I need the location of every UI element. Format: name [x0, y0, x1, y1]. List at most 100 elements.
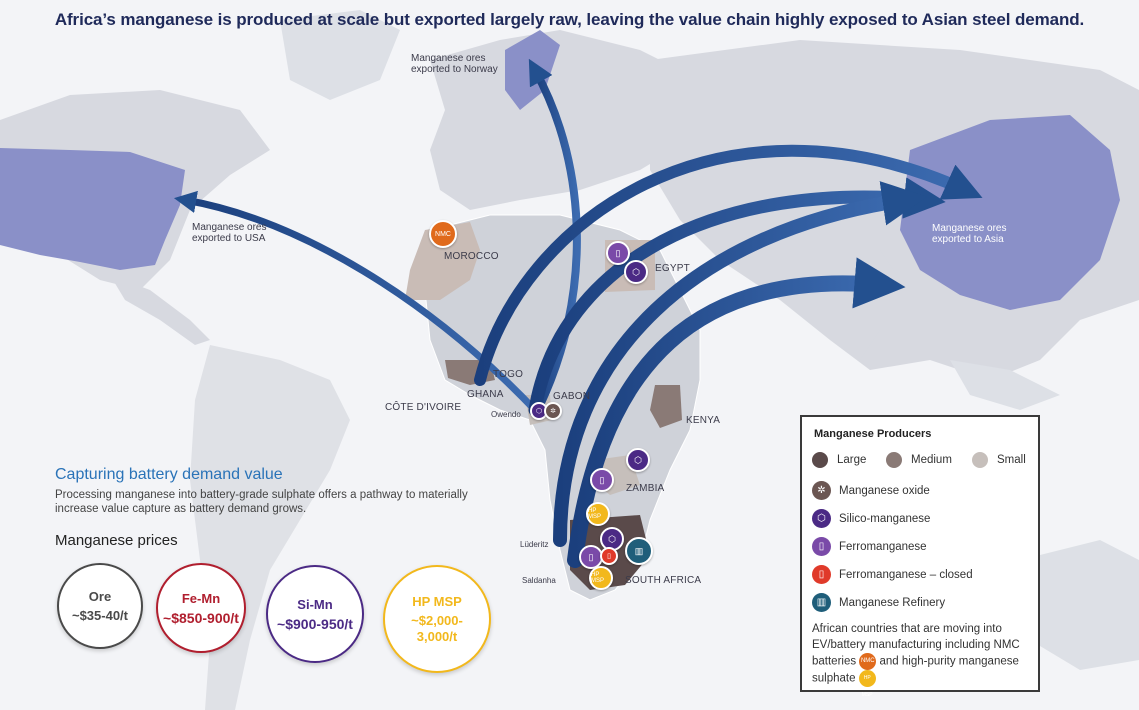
label-south-africa: SOUTH AFRICA: [625, 575, 702, 586]
asia-flow-label-line2: exported to Asia: [932, 234, 1004, 245]
price-name-hpmsp: HP MSP: [412, 593, 462, 609]
norway-flow-label-line2: exported to Norway: [411, 64, 498, 75]
legend-hpmsp-badge-text: HP MSP: [861, 675, 873, 699]
legend-note: African countries that are moving into E…: [812, 622, 1037, 698]
legend-item-ferro-label: Ferromanganese: [839, 540, 927, 553]
silico-icon: ⬡: [812, 509, 831, 528]
price-value-femn: ~$850-900/t: [163, 609, 239, 626]
legend-nmc-badge-text: NMC: [860, 658, 875, 664]
ferro-closed-icon: ▯: [812, 565, 831, 584]
legend-title: Manganese Producers: [814, 428, 932, 440]
asia-flow-label-line1: Manganese ores: [932, 223, 1007, 234]
flow-to-asia-1: [474, 144, 983, 386]
china-highlight: [900, 115, 1120, 310]
price-circle-simn: Si-Mn ~$900-950/t: [266, 565, 364, 663]
legend-note-part1: African countries that are moving into E…: [812, 623, 1020, 668]
legend-size-small-label: Small: [997, 454, 1026, 466]
nmc-badge-text: NMC: [435, 230, 451, 238]
usa-highlight: [0, 148, 185, 270]
hpmsp-badge-icon: HP MSP: [858, 670, 876, 698]
legend-box: Manganese Producers Large Medium Small ✲…: [800, 415, 1040, 698]
sa-ferro-pin[interactable]: ▯: [579, 545, 603, 569]
legend-size-large: Large: [812, 452, 866, 468]
sa-ferro-closed-pin[interactable]: ▯: [600, 547, 618, 565]
label-ghana: GHANA: [467, 389, 504, 400]
page-title: Africa’s manganese is produced at scale …: [54, 10, 1085, 29]
legend-item-silico-label: Silico-manganese: [839, 512, 931, 525]
kenya-region: [650, 385, 682, 428]
norway-flow-label-line1: Manganese ores: [411, 53, 486, 64]
egypt-silico-pin[interactable]: ⬡: [624, 260, 648, 284]
flow-to-asia-4: [567, 257, 906, 568]
legend-item-ferro-closed-label: Ferromanganese – closed: [839, 568, 973, 581]
large-dot-icon: [812, 452, 828, 468]
hpmsp-badge-text-1: HP MSP: [588, 508, 602, 520]
flow-to-asia-3: [553, 181, 928, 547]
label-owendo: Owendo: [491, 410, 521, 419]
sa-hpmsp-pin-1[interactable]: HP MSP: [586, 502, 610, 526]
legend-item-oxide: ✲ Manganese oxide: [812, 481, 930, 500]
flow-to-usa: [173, 190, 539, 414]
price-name-femn: Fe-Mn: [181, 590, 221, 606]
label-gabon: GABON: [553, 391, 591, 402]
label-cote-divoire: CÔTE D'IVOIRE: [385, 402, 462, 413]
legend-size-medium: Medium: [886, 452, 952, 468]
label-morocco: MOROCCO: [444, 251, 499, 262]
label-kenya: KENYA: [686, 415, 721, 426]
price-value-simn: ~$900-950/t: [277, 615, 353, 632]
legend-note-part2: and high-purity manganese sulphate: [812, 655, 1019, 685]
usa-flow-label: Manganese ores exported to USA: [192, 222, 267, 244]
side-heading: Capturing battery demand value: [55, 466, 283, 483]
egypt-ferro-pin[interactable]: ▯: [606, 241, 630, 265]
prices-title: Manganese prices: [55, 532, 178, 549]
legend-size-medium-label: Medium: [911, 454, 952, 466]
europe: [430, 30, 700, 210]
price-name-ore: Ore: [88, 588, 112, 604]
asia-flow-label: Manganese ores exported to Asia: [932, 223, 1007, 245]
zambia-ferro-pin[interactable]: ▯: [590, 468, 614, 492]
hpmsp-badge-text-2: HP MSP: [591, 572, 605, 584]
price-value-hpmsp: ~$2,000-3,000/t: [411, 612, 463, 644]
legend-item-oxide-label: Manganese oxide: [839, 484, 930, 497]
flow-to-asia-2: [528, 177, 946, 417]
gabon-oxide-pin[interactable]: ✲: [544, 402, 562, 420]
small-dot-icon: [972, 452, 988, 468]
medium-dot-icon: [886, 452, 902, 468]
export-flows: [173, 58, 983, 568]
price-circle-femn: Fe-Mn ~$850-900/t: [156, 563, 246, 653]
southeast-asia-islands: [950, 360, 1060, 410]
label-luderitz: Lüderitz: [520, 540, 549, 549]
zambia-silico-pin[interactable]: ⬡: [626, 448, 650, 472]
price-circle-hpmsp: HP MSP ~$2,000-3,000/t: [383, 565, 491, 673]
legend-size-large-label: Large: [837, 454, 867, 466]
price-name-simn: Si-Mn: [297, 596, 333, 612]
usa-flow-label-line2: exported to USA: [192, 233, 266, 244]
oxide-icon: ✲: [812, 481, 831, 500]
central-america: [110, 275, 210, 345]
australia: [1010, 540, 1139, 670]
morocco-region: [405, 222, 480, 300]
africa: [424, 214, 701, 601]
legend-item-refinery-label: Manganese Refinery: [839, 596, 946, 609]
legend-item-ferro-closed: ▯ Ferromanganese – closed: [812, 565, 973, 584]
side-body: Processing manganese into battery-grade …: [55, 489, 468, 515]
morocco-nmc-pin[interactable]: NMC: [429, 220, 457, 248]
label-zambia: ZAMBIA: [626, 483, 665, 494]
label-egypt: EGYPT: [655, 263, 690, 274]
sa-refinery-pin[interactable]: ▥: [625, 537, 653, 565]
ferro-icon: ▯: [812, 537, 831, 556]
refinery-icon: ▥: [812, 593, 831, 612]
nmc-badge-icon: NMC: [859, 653, 877, 670]
legend-item-ferro: ▯ Ferromanganese: [812, 537, 927, 556]
greenland: [280, 10, 400, 100]
legend-item-silico: ⬡ Silico-manganese: [812, 509, 930, 528]
price-value-ore: ~$35-40/t: [71, 607, 128, 623]
legend-item-refinery: ▥ Manganese Refinery: [812, 593, 945, 612]
legend-size-small: Small: [972, 452, 1026, 468]
price-circle-ore: Ore ~$35-40/t: [57, 563, 143, 649]
label-saldanha: Saldanha: [522, 576, 556, 585]
sa-hpmsp-pin-2[interactable]: HP MSP: [589, 566, 613, 590]
label-togo: TOGO: [493, 369, 524, 380]
